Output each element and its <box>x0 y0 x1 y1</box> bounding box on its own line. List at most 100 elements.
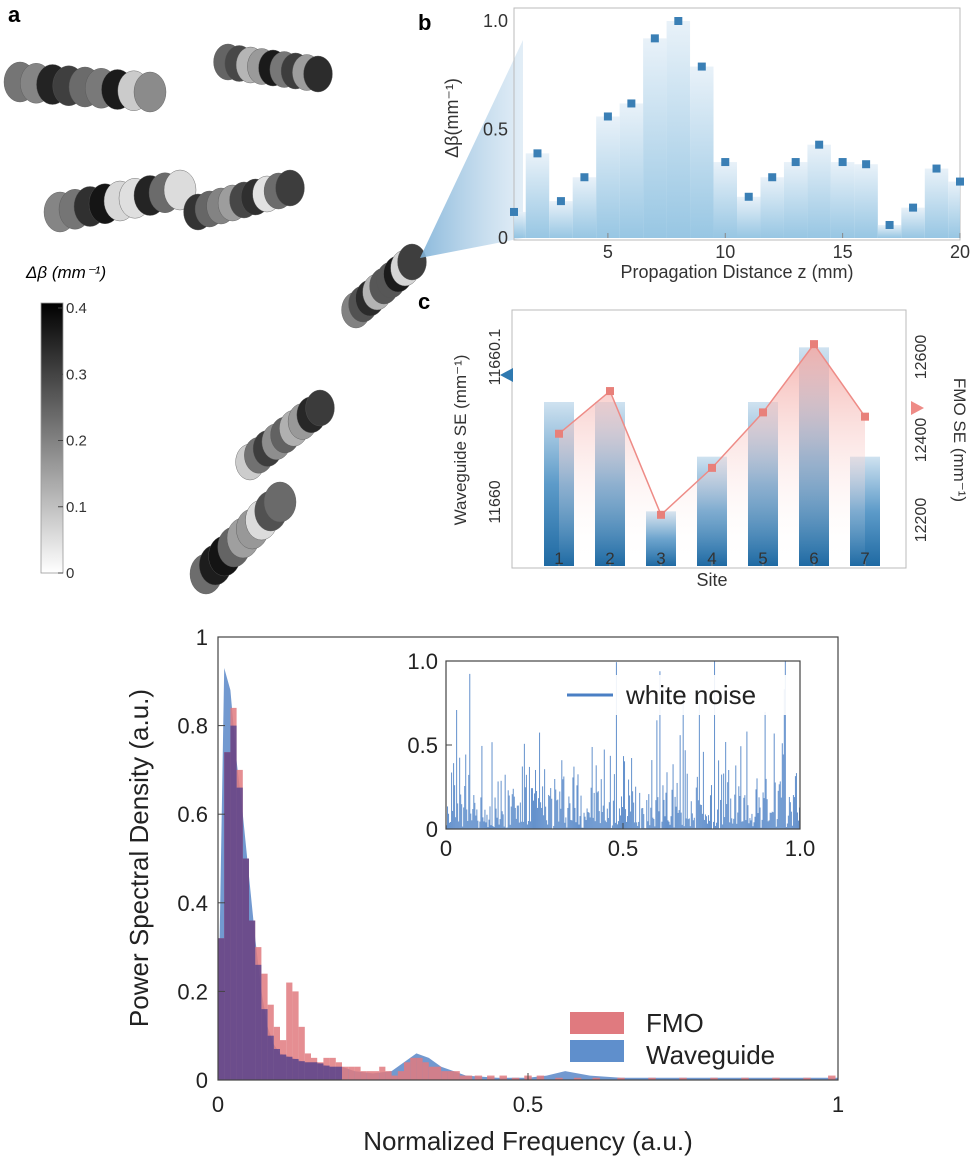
panel-b-marker <box>791 158 800 167</box>
main-overlap-bar <box>311 1062 318 1080</box>
main-overlap-bar <box>292 1058 299 1080</box>
legend-swatch-waveguide-box <box>570 1040 624 1062</box>
inset-bar <box>447 806 449 829</box>
inset-bar <box>559 791 561 829</box>
inset-bar <box>778 784 780 829</box>
inset-bar <box>669 824 671 829</box>
panel-b-bar <box>525 153 550 238</box>
inset-bar <box>538 798 540 829</box>
inset-bar <box>518 822 520 829</box>
inset-bar <box>761 819 763 829</box>
inset-bar <box>769 812 771 829</box>
main-fmo-bar <box>710 1077 718 1080</box>
inset-bar <box>579 816 581 829</box>
inset-bar <box>715 825 717 829</box>
inset-bar <box>526 824 528 829</box>
inset-bar <box>454 785 456 829</box>
inset-bar <box>472 809 474 829</box>
main-overlap-bar <box>335 1066 342 1080</box>
inset-bar <box>680 812 682 829</box>
inset-bar <box>700 804 702 829</box>
inset-bar <box>628 779 630 829</box>
inset-bar <box>770 812 772 829</box>
inset-bar <box>461 804 463 829</box>
main-fmo-bar <box>741 1077 749 1080</box>
inset-bar <box>453 763 455 829</box>
inset-bar <box>582 827 584 829</box>
main-fmo-bar <box>391 1075 398 1080</box>
main-fmo-bar <box>499 1075 507 1080</box>
main-fmo-bar <box>511 1077 520 1080</box>
inset-bar <box>451 772 453 829</box>
inset-bar <box>771 811 773 829</box>
inset-bar <box>795 773 797 829</box>
main-chart: 0 0.5 1 0 0.2 0.4 0.6 0.8 1 Normalized Frequency… <box>124 625 844 1156</box>
inset-bar <box>753 822 755 829</box>
inset-bar <box>611 825 613 829</box>
inset-bar <box>498 824 500 829</box>
main-overlap-bar <box>218 938 225 1080</box>
inset-bar <box>736 823 738 829</box>
inset-bar <box>696 776 698 829</box>
rod-segment <box>133 71 167 113</box>
inset-bar <box>576 785 578 829</box>
panel-b-marker <box>627 99 636 108</box>
inset-bar <box>739 796 741 829</box>
main-fmo-bar <box>416 1057 423 1080</box>
inset-bar <box>468 774 470 829</box>
main-overlap-bar <box>273 1048 280 1080</box>
main-fmo-bar <box>379 1066 386 1080</box>
inset-bar <box>691 813 693 829</box>
inset-bar <box>554 779 556 829</box>
inset-bar <box>588 812 590 829</box>
inset-bar <box>574 807 576 829</box>
inset-bar <box>646 800 648 829</box>
inset-bar <box>606 808 608 829</box>
inset-bar <box>723 773 725 829</box>
inset-bar <box>457 803 459 829</box>
inset-bar <box>698 696 700 829</box>
panel-b-bar <box>854 164 878 238</box>
inset-bar <box>793 797 795 829</box>
legend-swatch-fmo <box>570 1012 624 1034</box>
inset-bar <box>745 820 747 829</box>
inset-bar <box>717 809 719 829</box>
panel-b-xtick-label: 15 <box>833 242 853 262</box>
colorbar-ticks: 0.4 0.3 0.2 0.1 0 <box>58 300 87 582</box>
inset-bar <box>547 824 549 829</box>
inset-xtick-label: 1.0 <box>785 836 816 861</box>
inset-bar <box>784 661 786 829</box>
main-overlap-bar <box>286 1056 293 1080</box>
inset-bar <box>598 811 600 829</box>
inset-bar <box>751 813 753 829</box>
inset-bar <box>702 751 704 829</box>
inset-bar <box>595 765 597 829</box>
panel-b-marker <box>744 192 753 201</box>
inset-bar <box>487 827 489 829</box>
panel-b-marker <box>510 207 518 216</box>
inset-bar <box>695 787 697 829</box>
main-fmo-bar <box>487 1075 495 1080</box>
panel-b-bar <box>948 181 960 238</box>
inset-bar <box>776 819 778 829</box>
panel-b-xlabel: Propagation Distance z (mm) <box>620 262 853 282</box>
inset-bar <box>533 793 536 829</box>
inset-bar <box>532 800 534 829</box>
inset-bar <box>513 796 515 829</box>
inset-bar <box>748 823 750 829</box>
inset-bar <box>494 797 496 829</box>
inset-bar <box>523 743 525 829</box>
main-overlap-bar <box>304 1062 311 1080</box>
inset-bar <box>755 789 757 829</box>
inset-bar <box>553 825 555 829</box>
inset-bar <box>486 814 488 829</box>
inset-bar <box>452 810 454 829</box>
main-chart-legend: FMO Waveguide <box>570 1008 775 1070</box>
main-fmo-bar <box>555 1077 563 1080</box>
inset-bar <box>563 776 565 829</box>
inset-bar <box>643 814 645 829</box>
inset-bar <box>757 813 759 829</box>
inset-bar <box>492 826 494 829</box>
inset-bar <box>759 807 761 829</box>
main-overlap-bar <box>317 1063 324 1080</box>
